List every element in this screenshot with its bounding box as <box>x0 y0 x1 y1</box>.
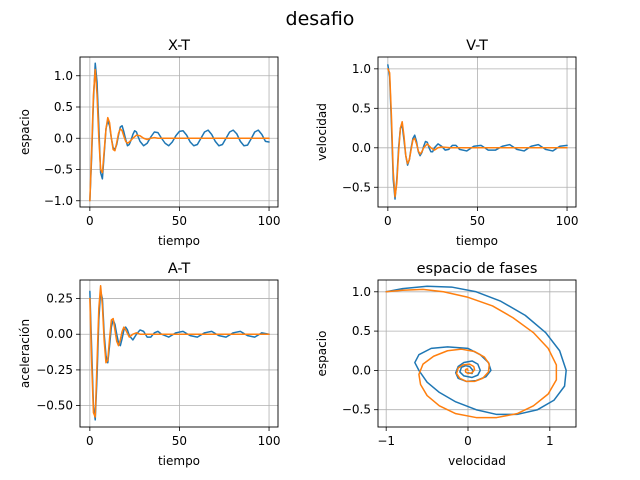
x-axis-label: velocidad <box>448 454 506 468</box>
subplot-vt: 0 50 100 −0.5 0.0 0.5 1.0 V-T tiempo velocidad <box>315 38 578 248</box>
y-axis-label: espacio <box>315 331 329 377</box>
y-tick-label-2: 0.5 <box>352 324 371 338</box>
y-tick-label-2: 0.0 <box>54 131 73 145</box>
subplot-title: A-T <box>168 261 191 277</box>
x-tick-label-0: 0 <box>86 214 94 228</box>
x-tick-label-1: 50 <box>172 214 187 228</box>
axes-frame <box>377 279 577 428</box>
figure-title: desafio <box>286 8 355 30</box>
y-tick-label-3: 1.0 <box>352 285 371 299</box>
subplot-phase: −1 0 1 −0.5 0.0 0.5 1.0 espacio de fases velocid… <box>315 261 577 468</box>
x-tick-label-2: 100 <box>258 434 281 448</box>
y-tick-label-4: 1.0 <box>54 69 73 83</box>
y-tick-label-1: −0.25 <box>36 363 73 377</box>
y-tick-label-3: 0.25 <box>46 292 73 306</box>
y-tick-label-1: −0.5 <box>44 163 73 177</box>
x-tick-label-0: 0 <box>86 434 94 448</box>
series-line-1 <box>387 68 568 198</box>
series-line-0 <box>385 285 567 416</box>
x-tick-label-2: 100 <box>258 214 281 228</box>
series-line-1 <box>89 284 270 418</box>
y-axis-label: aceleración <box>18 319 32 388</box>
x-axis-label: tiempo <box>456 234 498 248</box>
x-tick-label-0: 0 <box>384 214 392 228</box>
x-axis-label: tiempo <box>158 234 200 248</box>
x-tick-label-2: 100 <box>556 214 579 228</box>
series-line-1 <box>385 288 558 419</box>
subplot-title: V-T <box>466 38 488 54</box>
y-tick-label-0: −0.5 <box>342 180 371 194</box>
series-line-0 <box>89 62 270 202</box>
subplots-container: 0 50 100−1.0−0.50.00.51.0X-Ttiempoespacio0… <box>18 38 578 468</box>
subplot-xt: 0 50 100 −1.0 −0.5 0.0 0.5 1.0 X-T tiempo espacio <box>18 38 280 248</box>
y-tick-label-0: −0.50 <box>36 399 73 413</box>
x-tick-label-1: 0 <box>464 434 472 448</box>
y-axis-label: espacio <box>18 109 32 155</box>
subplot-title: X-T <box>168 38 190 54</box>
x-tick-label-1: 50 <box>470 214 485 228</box>
axes-frame <box>79 279 279 428</box>
x-tick-label-0: −1 <box>377 434 395 448</box>
y-tick-label-2: 0.5 <box>352 101 371 115</box>
y-tick-label-3: 1.0 <box>352 62 371 76</box>
subplot-title: espacio de fases <box>417 261 538 277</box>
y-tick-label-1: 0.0 <box>352 141 371 155</box>
x-tick-label-2: 1 <box>546 434 554 448</box>
x-axis-label: tiempo <box>158 454 200 468</box>
y-tick-label-2: 0.00 <box>46 327 73 341</box>
y-axis-label: velocidad <box>315 103 329 161</box>
y-tick-label-1: 0.0 <box>352 363 371 377</box>
axes-frame <box>79 56 279 208</box>
subplot-at: 0 50 100 −0.50 −0.25 0.00 0.25 A-T tiempo acelera… <box>18 261 280 468</box>
x-tick-label-1: 50 <box>172 434 187 448</box>
y-tick-label-0: −0.5 <box>342 403 371 417</box>
series-line-1 <box>89 68 270 202</box>
y-tick-label-0: −1.0 <box>44 194 73 208</box>
y-tick-label-3: 0.5 <box>54 100 73 114</box>
axes-frame <box>377 56 577 208</box>
